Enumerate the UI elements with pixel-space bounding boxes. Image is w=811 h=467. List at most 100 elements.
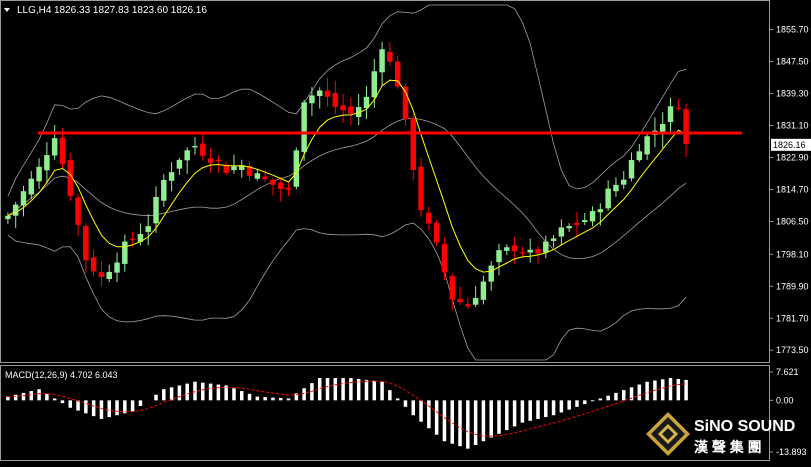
candle-body [324, 90, 331, 97]
candle-body [161, 179, 167, 201]
bollinger-bands [7, 4, 687, 361]
candle [433, 220, 440, 247]
candle-body [270, 179, 276, 185]
candle [394, 55, 401, 89]
bollinger-middle [7, 117, 687, 260]
candle [36, 158, 42, 190]
candle-body [636, 151, 643, 161]
candle-body [597, 209, 604, 213]
candle-body [254, 173, 261, 179]
candle-body [543, 241, 549, 253]
candle-body [293, 150, 300, 187]
candle-body [363, 96, 370, 108]
candle-body [527, 249, 533, 253]
candle [511, 236, 518, 265]
candle [239, 159, 245, 178]
candle-body [449, 276, 455, 300]
candle [543, 235, 549, 259]
dropdown-arrow-icon[interactable] [4, 8, 10, 12]
price-tick-label: 1798.10 [776, 249, 809, 259]
candle-body [582, 220, 588, 223]
candle-body [301, 102, 307, 152]
candle [129, 231, 136, 247]
candle-body [628, 160, 635, 179]
current-price-box [771, 138, 811, 151]
candles [5, 41, 689, 311]
candle-body [106, 271, 112, 280]
candle [566, 223, 572, 232]
candle [418, 157, 424, 217]
candle-body [605, 188, 611, 209]
candle [605, 180, 611, 211]
macd-axis: 7.621 0.00 -13.893 [769, 367, 807, 457]
candle [457, 286, 463, 306]
macd-signal-line [7, 380, 687, 437]
candle [153, 186, 159, 233]
candle-body [246, 166, 253, 176]
candle [363, 86, 370, 120]
price-tick-label: 1806.50 [776, 217, 809, 227]
candle-body [137, 234, 144, 242]
candle [589, 206, 596, 227]
candle-body [184, 150, 190, 161]
candle [59, 127, 66, 170]
candle-body [589, 211, 596, 222]
candle-body [215, 159, 222, 162]
candle-body [83, 226, 89, 261]
candle-body [168, 172, 175, 181]
candle [90, 249, 97, 277]
candle-body [200, 143, 206, 156]
candle [675, 98, 682, 111]
candle-body [278, 182, 284, 189]
candle [293, 147, 300, 190]
candle-body [239, 165, 245, 170]
candle-body [410, 118, 416, 170]
candle [106, 264, 112, 283]
candle-body [394, 61, 401, 87]
candle-body [566, 226, 572, 229]
candle [410, 113, 416, 181]
bollinger-upper [7, 4, 687, 197]
macd-panel-frame [0, 365, 770, 461]
candle-body [511, 245, 518, 252]
candle [168, 162, 175, 192]
candle-body [387, 51, 393, 62]
candle-body [441, 244, 448, 273]
price-tick-label: 1831.10 [776, 121, 809, 131]
candle-body [535, 249, 541, 254]
candle-body [309, 95, 315, 104]
candle [519, 246, 526, 258]
candle-body [472, 298, 479, 305]
candle [67, 152, 73, 201]
candle [184, 147, 190, 174]
candle-body [192, 145, 198, 148]
candle-body [519, 252, 526, 254]
candle [355, 93, 362, 126]
candle-body [550, 238, 557, 241]
candle-body [28, 178, 35, 195]
price-tick-label: 1789.90 [776, 281, 809, 291]
candle [231, 154, 237, 174]
candle [332, 80, 339, 114]
candle-body [667, 106, 674, 123]
candle-body [285, 187, 292, 190]
candle-body [558, 227, 565, 237]
header: LLG,H4 1826.33 1827.83 1823.60 1826.16 [4, 5, 207, 16]
candle-body [465, 304, 471, 307]
candle-body [675, 107, 682, 109]
macd-histogram [6, 378, 688, 449]
candle-body [433, 222, 440, 243]
candle [621, 171, 627, 190]
candle-body [402, 86, 409, 120]
candle [316, 87, 323, 109]
candle-body [75, 197, 81, 225]
candle-body [5, 215, 11, 220]
macd-label: MACD(12,26,9) 4.702 6.043 [5, 370, 118, 380]
candle [28, 170, 35, 200]
candle [449, 273, 455, 311]
candle-body [90, 257, 97, 272]
candle-body [44, 155, 50, 171]
candle-body [379, 49, 385, 73]
candle [200, 131, 206, 161]
